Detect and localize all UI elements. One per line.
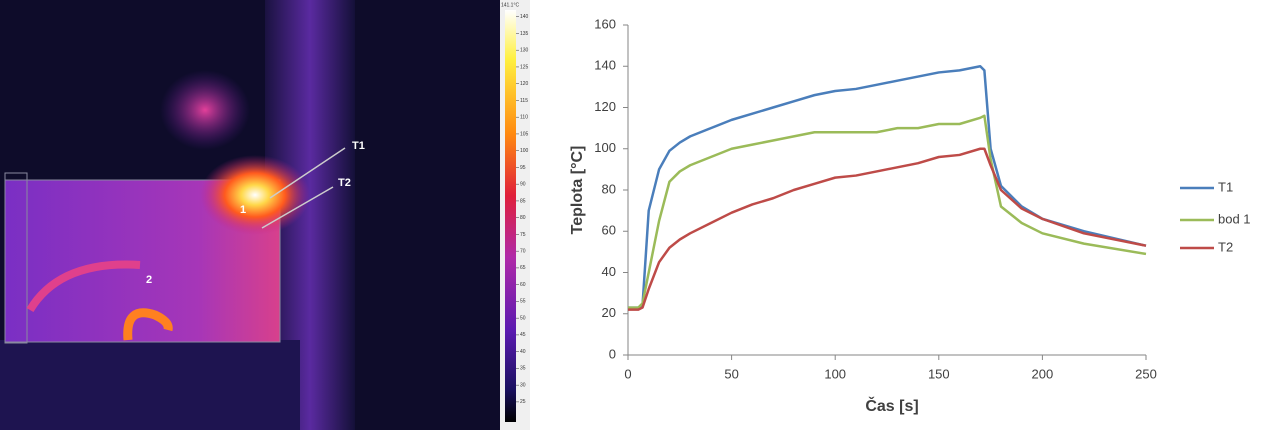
- colorbar-tick-label: 115: [520, 98, 528, 104]
- colorbar-tick-label: 95: [520, 165, 526, 171]
- x-tick-label: 250: [1135, 366, 1157, 381]
- colorbar-tick-label: 110: [520, 115, 528, 121]
- y-tick-label: 0: [609, 346, 616, 361]
- x-tick-label: 200: [1032, 366, 1054, 381]
- y-tick-label: 100: [594, 140, 616, 155]
- colorbar-tick-label: 125: [520, 64, 529, 70]
- x-tick-label: 0: [624, 366, 631, 381]
- y-tick-label: 20: [602, 305, 616, 320]
- colorbar-tick-label: 135: [520, 31, 529, 37]
- legend-label: bod 1: [1218, 211, 1251, 226]
- colorbar-tick-label: 50: [520, 315, 526, 321]
- colorbar-tick-label: 120: [520, 81, 529, 87]
- legend-label: T1: [1218, 179, 1233, 194]
- colorbar-tick-label: 35: [520, 366, 526, 372]
- y-tick-label: 160: [594, 16, 616, 31]
- y-tick-label: 120: [594, 99, 616, 114]
- image-label: T2: [338, 177, 351, 189]
- colorbar-tick-label: 130: [520, 48, 529, 54]
- series-line: [628, 65, 1147, 309]
- image-label: 1: [240, 204, 246, 216]
- colorbar-ticks: 140 135 130 125 120 115 110 105 100 95 90 85 80 75 70 6…: [516, 14, 529, 405]
- colorbar-tick-label: 100: [520, 148, 529, 154]
- colorbar-tick-label: 85: [520, 198, 526, 204]
- colorbar-tick-label: 140: [520, 14, 529, 20]
- colorbar-tick-label: 55: [520, 299, 526, 305]
- series-line: [628, 114, 1147, 309]
- y-tick-label: 60: [602, 223, 616, 238]
- colorbar-tick-label: 45: [520, 332, 526, 338]
- y-tick-label: 140: [594, 58, 616, 73]
- x-tick-label: 50: [724, 366, 738, 381]
- colorbar-tick-label: 70: [520, 248, 526, 254]
- y-tick-label: 40: [602, 264, 616, 279]
- x-tick-label: 150: [928, 366, 950, 381]
- colorbar-tick-label: 30: [520, 382, 526, 388]
- colorbar-tick-label: 40: [520, 349, 526, 355]
- colorbar-tick-label: 60: [520, 282, 526, 288]
- colorbar-tick-label: 75: [520, 232, 526, 238]
- image-label: T1: [352, 140, 365, 152]
- image-label: 2: [146, 274, 152, 286]
- colorbar-tick-label: 65: [520, 265, 526, 271]
- thermal-image: T1 T2 1 2 141.1°C: [0, 0, 530, 430]
- chart: Čas [s] Teplota [°C] 0 20 40 60 80 100 120 140 1…: [569, 16, 1250, 415]
- colorbar-tick-label: 90: [520, 182, 526, 188]
- colorbar-tick-label: 105: [520, 131, 529, 137]
- y-tick-label: 80: [602, 181, 616, 196]
- x-tick-label: 100: [824, 366, 846, 381]
- colorbar-max: 141.1°C: [501, 2, 520, 8]
- series-line: [628, 147, 1147, 311]
- colorbar-tick-label: 25: [520, 399, 526, 405]
- y-axis-label: Teplota [°C]: [569, 146, 586, 235]
- legend-label: T2: [1218, 239, 1233, 254]
- colorbar-tick-label: 80: [520, 215, 526, 221]
- x-axis-label: Čas [s]: [865, 396, 918, 415]
